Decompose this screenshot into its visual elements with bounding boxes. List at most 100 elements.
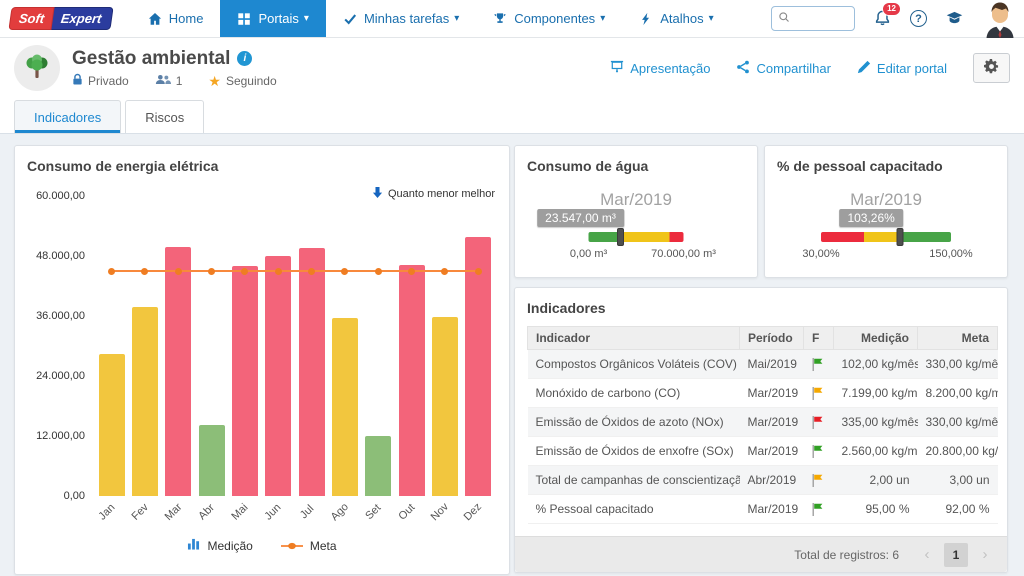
x-tick-label: Mai <box>230 502 261 533</box>
action-label: Compartilhar <box>756 61 830 76</box>
bar-dez[interactable] <box>465 237 491 496</box>
table-row[interactable]: Monóxido de carbono (CO)Mar/20197.199,00… <box>528 379 998 408</box>
info-icon[interactable]: i <box>237 51 252 66</box>
members-indicator[interactable]: 1 <box>155 74 183 88</box>
water-consumption-panel: Consumo de água Mar/2019 23.547,00 m³ 0,… <box>514 145 758 278</box>
target-cell: 8.200,00 kg/mês <box>918 379 998 408</box>
nav-item-label: Atalhos <box>660 11 703 26</box>
nav-item-componentes[interactable]: Componentes▾ <box>476 0 622 37</box>
target-cell: 92,00 % <box>918 495 998 524</box>
x-tick-label: Jan <box>96 502 127 533</box>
privacy-label: Privado <box>88 74 129 88</box>
flag-cell <box>804 350 834 379</box>
bar-jan[interactable] <box>99 354 125 496</box>
search-box[interactable] <box>771 6 855 31</box>
meta-line-icon <box>281 539 303 553</box>
bar-cell <box>162 247 195 496</box>
table-row[interactable]: Compostos Orgânicos Voláteis (COV)Mai/20… <box>528 350 998 379</box>
user-avatar[interactable] <box>982 0 1018 38</box>
bar-set[interactable] <box>365 436 391 496</box>
target-cell: 3,00 un <box>918 466 998 495</box>
table-header-row: IndicadorPeríodoFMediçãoMeta <box>528 327 998 350</box>
training-button[interactable] <box>946 9 963 29</box>
gauge-segment-red <box>669 232 683 242</box>
chart-plot-area: 60.000,0048.000,0036.000,0024.000,0012.0… <box>27 196 495 496</box>
bar-cell <box>462 237 495 496</box>
notification-badge: 12 <box>882 2 901 16</box>
column-header-medicao[interactable]: Medição <box>834 327 918 350</box>
gauge-bar <box>821 232 951 242</box>
gear-icon <box>984 59 999 77</box>
table-row[interactable]: Emissão de Óxidos de azoto (NOx)Mar/2019… <box>528 408 998 437</box>
bar-abr[interactable] <box>199 425 225 496</box>
search-input[interactable] <box>794 11 850 27</box>
table-row[interactable]: % Pessoal capacitadoMar/201995,00 %92,00… <box>528 495 998 524</box>
gauge-min-label: 30,00% <box>802 248 839 260</box>
portal-header: Gestão ambiental i Privado 1 ★ Seguindo <box>0 38 1024 98</box>
column-header-meta[interactable]: Meta <box>918 327 998 350</box>
bar-ago[interactable] <box>332 318 358 496</box>
tab-indicadores[interactable]: Indicadores <box>14 100 121 133</box>
table-row[interactable]: Emissão de Óxidos de enxofre (SOx)Mar/20… <box>528 437 998 466</box>
column-header-f[interactable]: F <box>804 327 834 350</box>
follow-toggle[interactable]: ★ Seguindo <box>208 74 276 88</box>
meta-point <box>475 268 482 275</box>
bars-area <box>95 196 495 496</box>
table-row[interactable]: Total de campanhas de conscientizaçãoAbr… <box>528 466 998 495</box>
editar-portal-button[interactable]: Editar portal <box>857 60 947 77</box>
logo-expert: Expert <box>49 7 115 30</box>
indicator-name-cell: Compostos Orgânicos Voláteis (COV) <box>528 350 740 379</box>
bar-mar[interactable] <box>165 247 191 496</box>
flag-cell <box>804 437 834 466</box>
x-tick: Mai <box>228 498 261 530</box>
nav-item-label: Portais <box>258 11 298 26</box>
bar-out[interactable] <box>399 265 425 496</box>
bar-jun[interactable] <box>265 256 291 496</box>
gauge-segment-yellow <box>864 232 899 242</box>
meta-point-cell <box>262 268 295 275</box>
prev-page-button[interactable]: ‹ <box>915 543 939 567</box>
bar-jul[interactable] <box>299 248 325 496</box>
column-header-periodo[interactable]: Período <box>740 327 804 350</box>
meta-point <box>108 268 115 275</box>
measurement-cell: 335,00 kg/mês <box>834 408 918 437</box>
softexpert-logo[interactable]: Soft Expert <box>0 0 131 37</box>
next-page-button[interactable]: › <box>973 543 997 567</box>
gauge-max-label: 70.000,00 m³ <box>651 248 716 260</box>
indicator-name-cell: Total de campanhas de conscientização <box>528 466 740 495</box>
nav-item-portais[interactable]: Portais ▾ <box>220 0 326 37</box>
gauge-segment-red <box>821 232 864 242</box>
bar-mai[interactable] <box>232 266 258 496</box>
period-cell: Mai/2019 <box>740 350 804 379</box>
meta-point-cell <box>428 268 461 275</box>
column-header-indicador[interactable]: Indicador <box>528 327 740 350</box>
chart-legend: Medição Meta <box>15 538 509 553</box>
legend-medicao[interactable]: Medição <box>187 538 252 553</box>
legend-meta[interactable]: Meta <box>281 539 337 553</box>
lock-icon <box>72 73 83 89</box>
bar-cell <box>362 436 395 496</box>
meta-point-cell <box>128 268 161 275</box>
help-button[interactable]: ? <box>910 10 927 27</box>
bar-cell <box>128 307 161 496</box>
compartilhar-button[interactable]: Compartilhar <box>736 60 830 77</box>
action-label: Editar portal <box>877 61 947 76</box>
bar-nov[interactable] <box>432 317 458 496</box>
notifications-button[interactable]: 12 <box>874 9 891 29</box>
x-tick-label: Ago <box>329 501 361 533</box>
top-navbar: Soft Expert HomePortais▾Minhas tarefas▾C… <box>0 0 1024 38</box>
nav-item-label: Minhas tarefas <box>364 11 449 26</box>
nav-item-minhas-tarefas[interactable]: Minhas tarefas▾ <box>326 0 476 37</box>
nav-item-home[interactable]: Home <box>131 0 221 37</box>
x-tick: Set <box>362 498 395 530</box>
apresentacao-button[interactable]: Apresentação <box>610 60 710 77</box>
chevron-down-icon: ▾ <box>600 13 605 24</box>
current-page[interactable]: 1 <box>944 543 968 567</box>
x-tick-label: Fev <box>129 501 160 532</box>
meta-point-cell <box>362 268 395 275</box>
portal-settings-button[interactable] <box>973 53 1010 83</box>
nav-item-atalhos[interactable]: Atalhos▾ <box>622 0 730 37</box>
chevron-down-icon: ▾ <box>304 13 309 24</box>
tab-riscos[interactable]: Riscos <box>125 100 204 133</box>
bar-fev[interactable] <box>132 307 158 496</box>
